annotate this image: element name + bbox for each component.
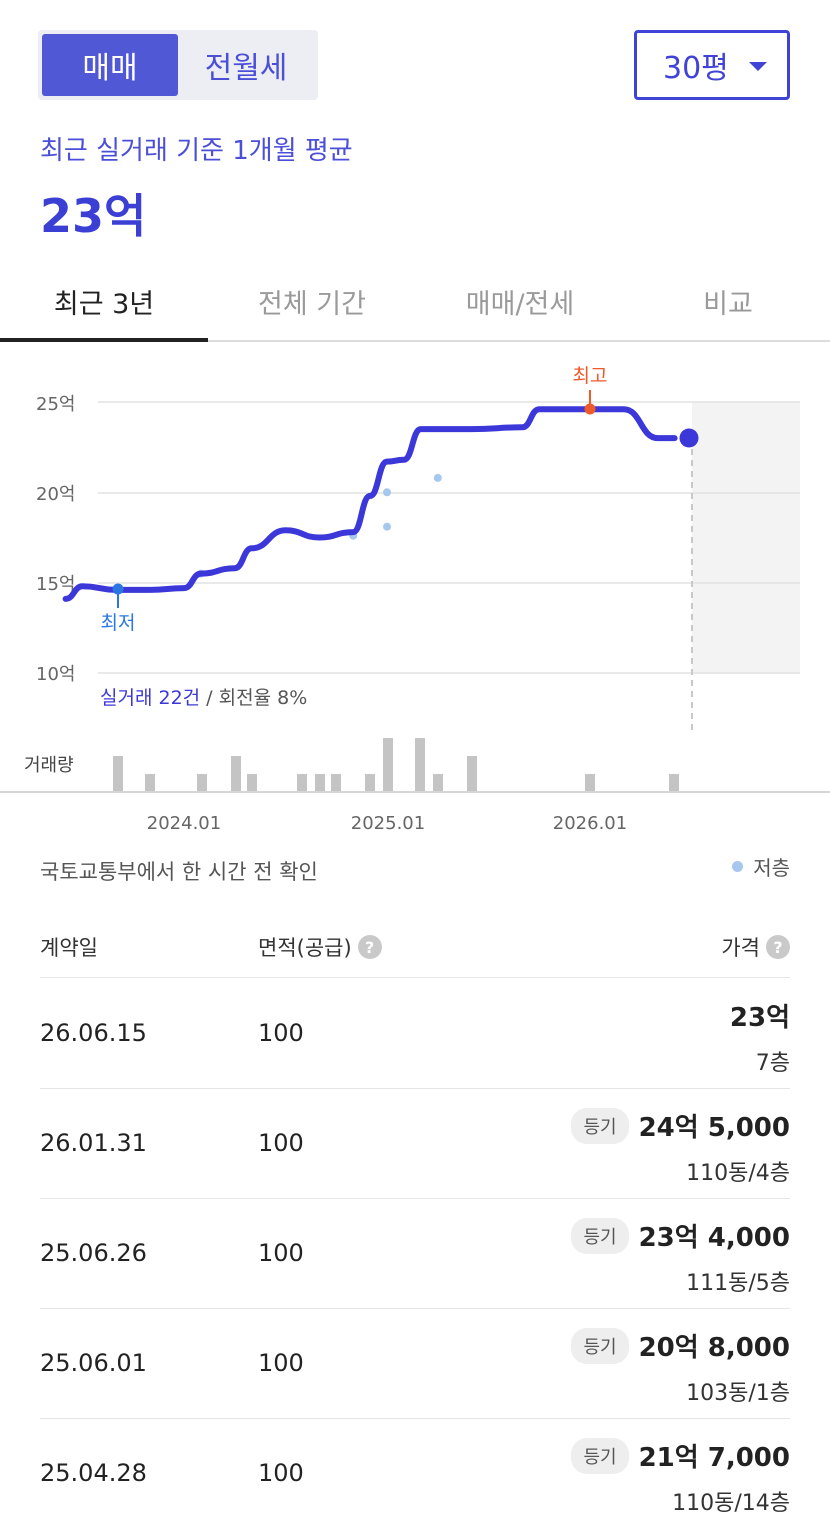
price-cell: 23억	[730, 997, 790, 1034]
price-line	[62, 406, 678, 602]
help-icon[interactable]: ?	[766, 935, 790, 959]
price-chart[interactable]: 25억 20억 15억 10억 최고 최저 실거래 22건 / 회전율 8% 거…	[0, 344, 830, 844]
registered-badge: 등기	[571, 1107, 629, 1144]
volume-bar	[197, 774, 207, 791]
x-tick-2026: 2026.01	[553, 813, 627, 834]
trade-stats: 실거래 22건 / 회전율 8%	[100, 687, 307, 709]
volume-bars	[113, 738, 679, 791]
area-dropdown[interactable]: 30평	[634, 30, 790, 100]
price-cell: 등기 23억 4,000	[571, 1217, 790, 1254]
price-value: 20억 8,000	[638, 1333, 790, 1363]
volume-bar	[247, 774, 257, 791]
volume-bar	[331, 774, 341, 791]
price-cell: 등기 21억 7,000	[571, 1437, 790, 1474]
y-tick-20: 20억	[36, 484, 75, 505]
floor-info: 110동/14층	[672, 1491, 790, 1516]
price-header: 가격 ?	[721, 932, 790, 962]
floor-info: 111동/5층	[686, 1271, 790, 1296]
volume-bar	[145, 774, 155, 791]
tab-compare[interactable]: 비교	[703, 288, 753, 320]
chart-legend: 저층	[732, 852, 790, 881]
volume-bar	[415, 738, 425, 791]
contract-date: 26.01.31	[40, 1129, 147, 1157]
contract-date-header: 계약일	[40, 936, 98, 960]
volume-bar	[433, 774, 443, 791]
price-cell: 등기 20억 8,000	[571, 1327, 790, 1364]
price-value: 23억	[729, 1003, 790, 1033]
tab-all-period[interactable]: 전체 기간	[258, 288, 366, 320]
active-tab-indicator	[0, 338, 208, 342]
turnover-rate: / 회전율 8%	[200, 687, 307, 709]
table-row[interactable]: 25.04.28 100 등기 21억 7,000 110동/14층	[40, 1419, 790, 1529]
area-value: 100	[258, 1019, 304, 1047]
area-value: 100	[258, 1459, 304, 1487]
help-icon[interactable]: ?	[357, 935, 382, 959]
area-value: 100	[258, 1129, 304, 1157]
data-source-note: 국토교통부에서 한 시간 전 확인	[40, 860, 318, 884]
average-price-label: 최근 실거래 기준 1개월 평균	[40, 136, 353, 166]
volume-label: 거래량	[24, 755, 74, 776]
price-value: 24억 5,000	[638, 1113, 790, 1143]
y-tick-10: 10억	[36, 664, 75, 685]
volume-bar	[467, 756, 477, 791]
low-floor-point	[383, 488, 391, 497]
volume-bar	[585, 774, 595, 791]
transactions-table-header: 계약일 면적(공급) ? 가격 ?	[40, 920, 790, 978]
price-header-label: 가격	[721, 936, 760, 960]
contract-date: 26.06.15	[40, 1019, 147, 1047]
future-region	[692, 402, 800, 673]
min-label: 최저	[101, 612, 136, 634]
area-dropdown-value: 30평	[663, 51, 729, 86]
contract-date: 25.06.01	[40, 1349, 147, 1377]
chevron-down-icon	[749, 62, 767, 71]
sale-button[interactable]: 매매	[42, 34, 178, 96]
area-value: 100	[258, 1349, 304, 1377]
volume-bar	[365, 774, 375, 791]
contract-date: 25.06.26	[40, 1239, 147, 1267]
y-tick-15: 15억	[36, 574, 75, 595]
price-value: 21억 7,000	[638, 1443, 790, 1473]
x-tick-2025: 2025.01	[351, 813, 425, 834]
low-floor-legend-dot	[732, 861, 744, 872]
volume-bar	[297, 774, 307, 791]
x-tick-2024: 2024.01	[147, 813, 221, 834]
trade-type-toggle: 매매 전월세	[38, 30, 318, 100]
trade-count: 실거래 22건	[100, 687, 200, 709]
low-floor-legend-label: 저층	[753, 856, 790, 880]
floor-info: 103동/1층	[686, 1381, 790, 1406]
registered-badge: 등기	[571, 1217, 629, 1254]
table-row[interactable]: 26.06.15 100 23억 7층	[40, 979, 790, 1089]
min-point	[112, 583, 124, 595]
rent-button[interactable]: 전월세	[204, 51, 288, 86]
floor-info: 7층	[755, 1051, 790, 1076]
table-row[interactable]: 26.01.31 100 등기 24억 5,000 110동/4층	[40, 1089, 790, 1199]
volume-bar	[383, 738, 393, 791]
max-label: 최고	[573, 365, 608, 387]
registered-badge: 등기	[571, 1327, 629, 1364]
contract-date: 25.04.28	[40, 1459, 147, 1487]
average-price-value: 23억	[40, 189, 147, 243]
tab-recent-3-years[interactable]: 최근 3년	[53, 288, 155, 320]
table-row[interactable]: 25.06.26 100 등기 23억 4,000 111동/5층	[40, 1199, 790, 1309]
low-floor-point	[383, 522, 391, 531]
current-point[interactable]	[679, 428, 699, 448]
price-value: 23억 4,000	[638, 1223, 790, 1253]
floor-info: 110동/4층	[686, 1161, 790, 1186]
volume-bar	[113, 756, 123, 791]
y-tick-25: 25억	[36, 394, 75, 415]
low-floor-point	[433, 473, 442, 482]
registered-badge: 등기	[571, 1437, 629, 1474]
area-header: 면적(공급) ?	[258, 932, 382, 962]
period-tabs: 최근 3년 전체 기간 매매/전세 비교	[0, 262, 830, 342]
table-row[interactable]: 25.06.01 100 등기 20억 8,000 103동/1층	[40, 1309, 790, 1419]
volume-bar	[669, 774, 679, 791]
area-header-label: 면적(공급)	[258, 936, 352, 960]
price-cell: 등기 24억 5,000	[571, 1107, 790, 1144]
volume-bar	[315, 774, 325, 791]
max-point	[584, 403, 596, 415]
low-floor-points	[196, 473, 442, 578]
tab-sale-jeonse[interactable]: 매매/전세	[465, 288, 575, 320]
area-value: 100	[258, 1239, 304, 1267]
volume-bar	[231, 756, 241, 791]
